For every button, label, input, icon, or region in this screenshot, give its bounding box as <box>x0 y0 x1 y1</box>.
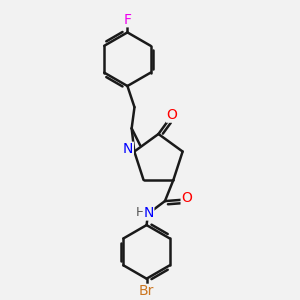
Text: O: O <box>181 191 192 205</box>
Text: O: O <box>167 108 177 122</box>
Text: N: N <box>143 206 154 220</box>
Text: N: N <box>123 142 133 156</box>
Text: F: F <box>123 13 131 27</box>
Text: Br: Br <box>139 284 154 298</box>
Text: H: H <box>135 206 145 219</box>
